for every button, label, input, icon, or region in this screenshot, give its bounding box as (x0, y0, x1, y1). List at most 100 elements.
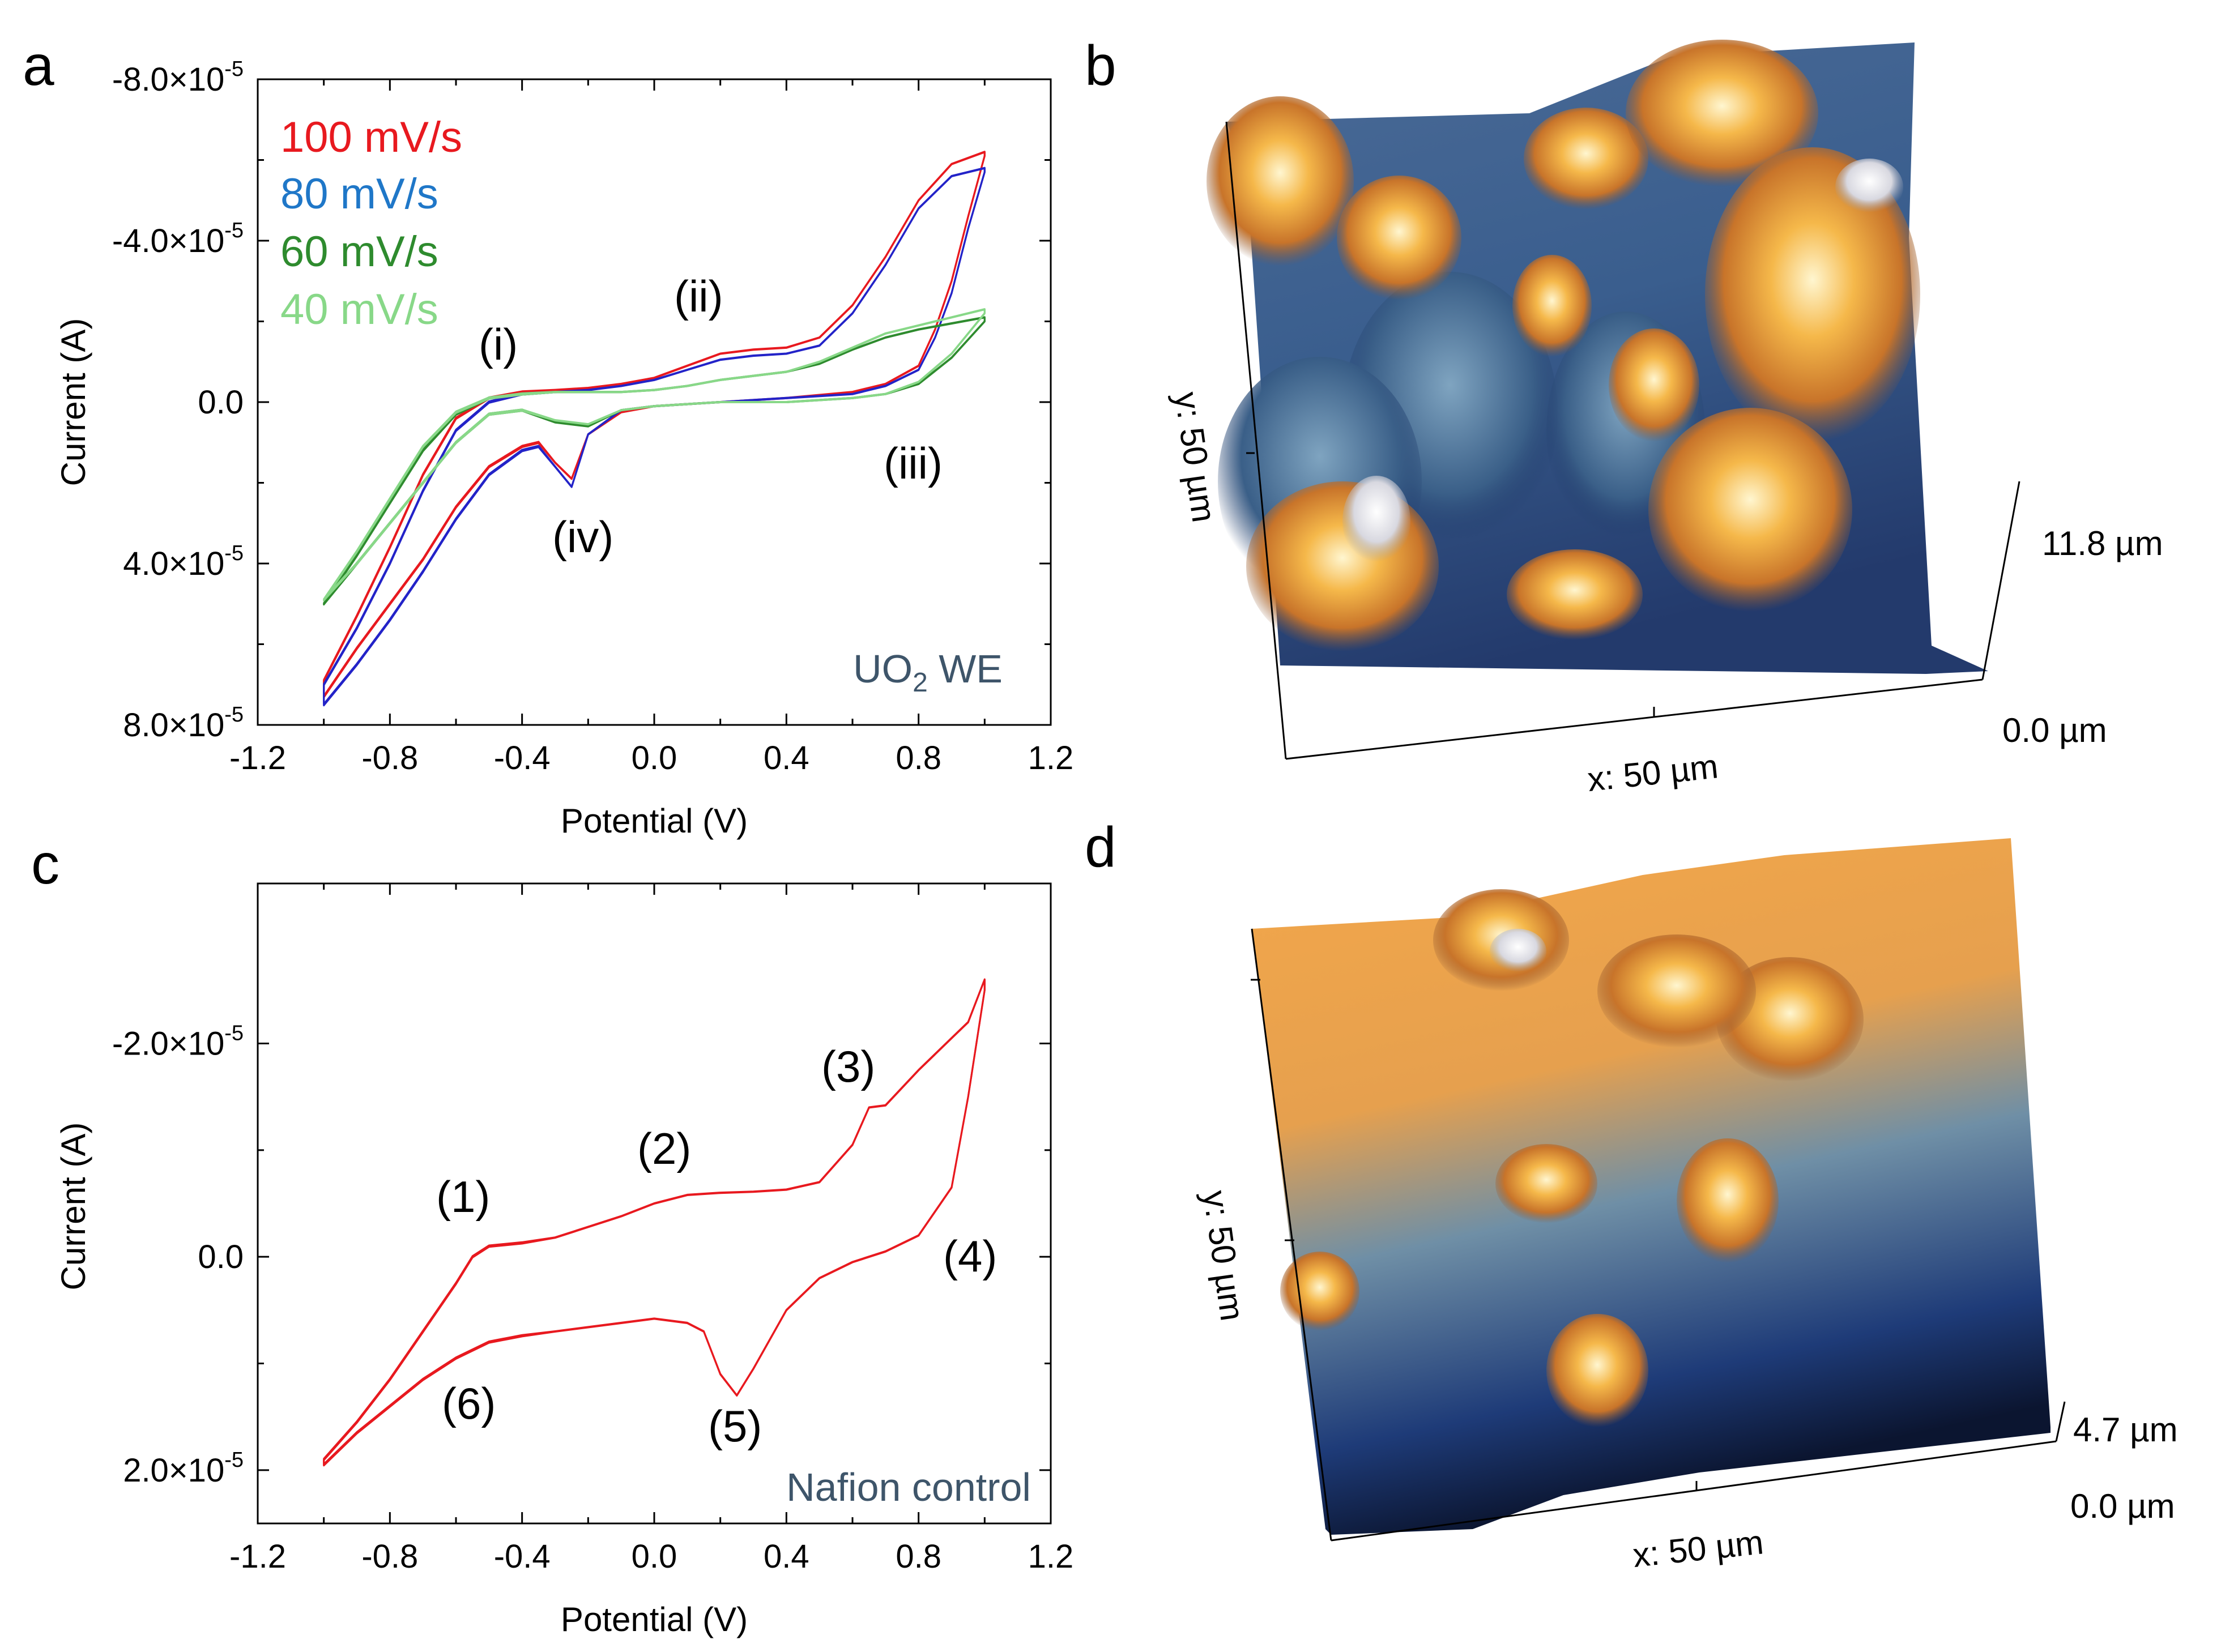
afm-image-b: y: 50 µm x: 50 µm 11.8 µm 0.0 µm (1167, 40, 2163, 799)
c-xtick-label: 0.8 (896, 1538, 941, 1575)
afm-b-peak (1626, 40, 1818, 187)
afm-d-bump (1546, 1314, 1648, 1427)
afm-d-bump (1597, 934, 1756, 1048)
c-series-nafion-control-cycle-3 (323, 979, 986, 1467)
chart-c-ticks (257, 883, 1052, 1523)
afm-b-peak (1246, 481, 1439, 651)
panel-label-a: a (23, 34, 54, 97)
a-xtick-label: 0.8 (896, 740, 941, 776)
chart-c-annotation-3: (3) (821, 1041, 875, 1091)
chart-c-annotation-4: (4) (943, 1231, 997, 1281)
afm-b-peak (1835, 159, 1903, 215)
chart-a-ytick-labels: -8.0×10-5-4.0×10-50.04.0×10-58.0×10-5 (112, 57, 244, 744)
chart-a-ticks (257, 78, 1052, 726)
chart-c: -2.0×10-50.02.0×10-5 -1.2 -0.8 -0.4 0.0 0.4 0… (54, 882, 1074, 1638)
a-ytick-label: -4.0×10-5 (112, 219, 244, 259)
a-ytick-mantissa: 4.0×10 (123, 545, 224, 582)
chart-a-xtick-labels: -1.2 -0.8 -0.4 0.0 0.4 0.8 1.2 (229, 740, 1073, 776)
chart-a-corner-label: UO2 WE (853, 647, 1003, 698)
afm-d-y-label: y: 50 µm (1196, 1188, 1252, 1323)
afm-b-peak (1507, 549, 1643, 640)
chart-a: -8.0×10-5-4.0×10-50.04.0×10-58.0×10-5 -1… (54, 57, 1073, 840)
a-xtick-label: -1.2 (229, 740, 286, 776)
afm-b-peak (1705, 147, 1920, 442)
panel-label-c: c (31, 833, 59, 896)
c-ytick-label: -2.0×10-5 (112, 1022, 244, 1062)
c-xtick-label: 1.2 (1028, 1538, 1074, 1575)
afm-b-y-label: y: 50 µm (1167, 390, 1224, 524)
c-ytick-label: 0.0 (198, 1239, 244, 1275)
afm-d-bump (1677, 1138, 1779, 1263)
afm-b-peak (1337, 176, 1461, 300)
chart-c-annotation-1: (1) (436, 1172, 490, 1222)
a-ytick-label: 4.0×10-5 (123, 541, 244, 582)
chart-a-series-group (323, 151, 986, 707)
chart-a-ylabel: Current (A) (54, 318, 92, 486)
a-ytick-label: 0.0 (198, 384, 244, 421)
a-series-40-mv-s-cycle-3 (323, 309, 986, 601)
afm-b-z-min: 0.0 µm (2002, 711, 2107, 749)
a-ytick-mantissa: -4.0×10 (112, 223, 224, 259)
a-xtick-label: -0.8 (361, 740, 418, 776)
a-xtick-label: 0.0 (632, 740, 677, 776)
chart-c-corner-label: Nafion control (786, 1465, 1031, 1509)
chart-c-annotation-6: (6) (442, 1378, 496, 1428)
a-ytick-label: 8.0×10-5 (123, 703, 244, 744)
chart-a-legend-40: 40 mV/s (280, 285, 438, 334)
chart-a-corner-sub: 2 (913, 668, 928, 698)
afm-d-bump (1280, 1252, 1359, 1331)
afm-d-y-axis (1251, 928, 1332, 1541)
c-series-nafion-control-cycle-1 (323, 978, 986, 1465)
afm-d-bump (1495, 1144, 1597, 1223)
c-ytick-exponent: -5 (224, 1448, 244, 1472)
c-xtick-label: -1.2 (229, 1538, 286, 1575)
chart-c-ylabel: Current (A) (54, 1122, 92, 1291)
afm-b-peak (1648, 408, 1852, 612)
a-xtick-label: 1.2 (1028, 740, 1074, 776)
afm-d-bump (1490, 929, 1546, 974)
afm-b-peak (1609, 328, 1699, 442)
c-ytick-label: 2.0×10-5 (123, 1448, 244, 1489)
a-xtick-label: 0.4 (764, 740, 809, 776)
chart-c-annotation-5: (5) (708, 1401, 762, 1451)
afm-d-x-label: x: 50 µm (1631, 1523, 1765, 1574)
a-ytick-exponent: -5 (224, 541, 244, 565)
a-ytick-exponent: -5 (224, 219, 244, 242)
afm-image-d: y: 50 µm x: 50 µm 4.7 µm 0.0 µm (1196, 838, 2178, 1574)
a-ytick-mantissa: -8.0×10 (112, 61, 224, 98)
c-series-nafion-control-cycle-2 (323, 979, 986, 1466)
chart-a-corner-rest: WE (928, 647, 1003, 691)
afm-b-peak (1342, 476, 1410, 566)
a-series-100-mv-s-cycle-3 (323, 151, 986, 698)
afm-d-z-axis (2055, 1401, 2066, 1442)
a-ytick-exponent: -5 (224, 57, 244, 81)
afm-b-y-axis (1225, 121, 1287, 759)
panel-label-d: d (1085, 816, 1116, 879)
chart-a-legend-80: 80 mV/s (280, 170, 438, 218)
chart-a-corner-main: UO (853, 647, 913, 691)
chart-c-xlabel: Potential (V) (561, 1600, 748, 1638)
afm-b-peak (1524, 108, 1648, 210)
chart-a-annotation-i: (i) (479, 319, 518, 369)
a-ytick-exponent: -5 (224, 703, 244, 727)
afm-b-z-max: 11.8 µm (2042, 524, 2163, 562)
c-ytick-mantissa: -2.0×10 (112, 1026, 224, 1062)
afm-b-x-axis (1285, 678, 1983, 760)
c-ytick-exponent: -5 (224, 1022, 244, 1045)
a-xtick-label: -0.4 (494, 740, 551, 776)
a-ytick-mantissa: 8.0×10 (123, 707, 224, 744)
afm-b-x-label: x: 50 µm (1585, 747, 1720, 799)
afm-d-z-min: 0.0 µm (2070, 1487, 2175, 1525)
chart-c-annotation-2: (2) (637, 1124, 691, 1173)
chart-a-annotation-iii: (iii) (884, 438, 943, 488)
chart-a-xlabel: Potential (V) (561, 802, 748, 840)
afm-b-z-axis (1981, 481, 2020, 680)
c-xtick-label: -0.4 (494, 1538, 551, 1575)
a-ytick-label: -8.0×10-5 (112, 57, 244, 98)
chart-a-annotation-iv: (iv) (552, 512, 613, 562)
c-xtick-label: 0.0 (632, 1538, 677, 1575)
chart-a-annotation-ii: (ii) (674, 271, 723, 321)
afm-d-z-max: 4.7 µm (2073, 1411, 2178, 1449)
afm-b-peak (1207, 96, 1354, 266)
